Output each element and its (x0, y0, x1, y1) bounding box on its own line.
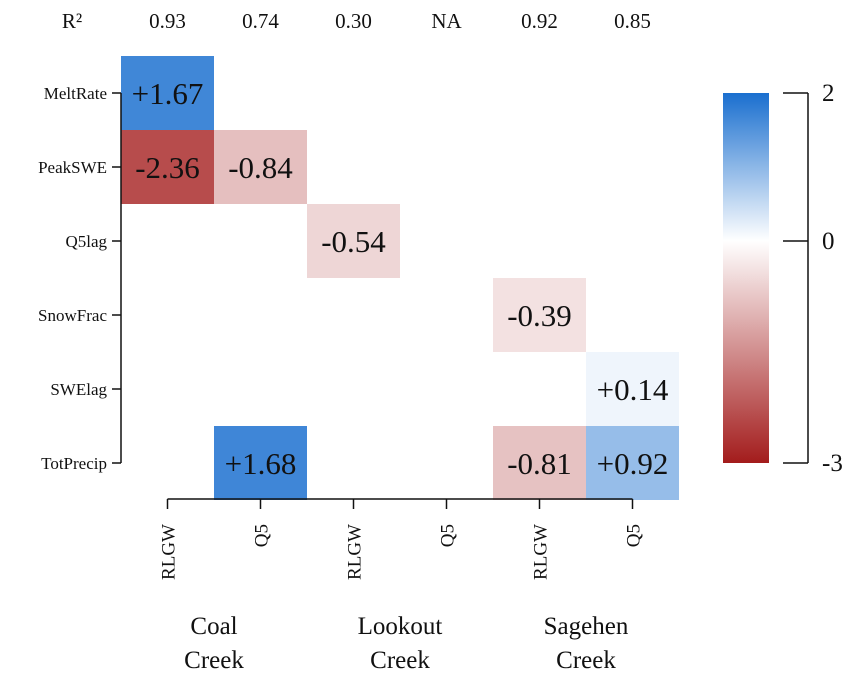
x-tick-label: Q5 (624, 524, 645, 547)
heatmap-cell (586, 352, 679, 426)
x-tick-label: RLGW (159, 524, 180, 580)
r2-label: R² (62, 9, 82, 33)
heatmap-cell (586, 426, 679, 500)
group-label-line1: Coal (190, 613, 237, 640)
heatmap-cell (307, 204, 400, 278)
r2-value: 0.93 (149, 9, 186, 33)
cell-value-label: +0.14 (597, 372, 669, 407)
heatmap-cell (493, 278, 586, 352)
y-tick-label: TotPrecip (41, 454, 107, 473)
group-label-line2: Creek (184, 647, 244, 674)
y-tick-label: SWElag (50, 380, 107, 399)
group-label-line2: Creek (556, 647, 616, 674)
y-tick-label: Q5lag (65, 232, 107, 251)
cell-value-label: -0.81 (507, 446, 572, 481)
colorbar-tick-label: 0 (822, 228, 835, 255)
heatmap-cells: +1.67 -2.36 -0.84 -0.54 -0.39 +0.14 +1.68 -0.81… (121, 56, 679, 500)
cell-value-label: +1.67 (132, 76, 204, 111)
colorbar-bar (723, 93, 769, 463)
heatmap-cell (214, 130, 307, 204)
r2-value: 0.30 (335, 9, 372, 33)
r2-value: NA (431, 9, 462, 33)
y-tick-label: SnowFrac (38, 306, 107, 325)
cell-value-label: -2.36 (135, 150, 200, 185)
cell-value-label: +1.68 (225, 446, 297, 481)
group-label-line1: Lookout (358, 613, 443, 640)
heatmap-cell (493, 426, 586, 500)
r2-value: 0.92 (521, 9, 558, 33)
x-tick-label: RLGW (531, 524, 552, 580)
heatmap-cell (121, 56, 214, 130)
cell-value-label: -0.54 (321, 224, 386, 259)
cell-value-label: +0.92 (597, 446, 669, 481)
heatmap-cell (214, 426, 307, 500)
cell-value-label: -0.39 (507, 298, 572, 333)
y-tick-label: MeltRate (44, 84, 107, 103)
r2-header: R² 0.93 0.74 0.30 NA 0.92 0.85 (62, 9, 651, 33)
axes: MeltRate PeakSWE Q5lag SnowFrac SWElag TotPre… (38, 84, 644, 674)
group-label-line1: Sagehen (544, 613, 629, 640)
r2-value: 0.85 (614, 9, 651, 33)
cell-value-label: -0.84 (228, 150, 293, 185)
y-tick-label: PeakSWE (38, 158, 107, 177)
x-tick-label: Q5 (438, 524, 459, 547)
x-tick-label: Q5 (252, 524, 273, 547)
x-tick-label: RLGW (345, 524, 366, 580)
heatmap-cell (121, 130, 214, 204)
group-label-line2: Creek (370, 647, 430, 674)
colorbar-tick-label: 2 (822, 80, 835, 107)
colorbar-tick-label: -3 (822, 450, 843, 477)
colorbar: 2 0 -3 (723, 80, 843, 477)
r2-value: 0.74 (242, 9, 279, 33)
